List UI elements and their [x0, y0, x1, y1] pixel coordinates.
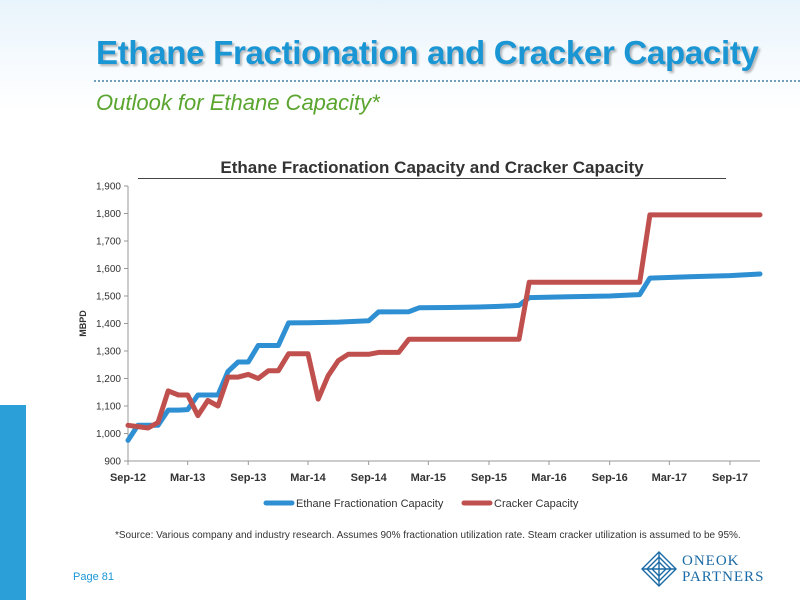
x-tick-label: Sep-17	[712, 472, 748, 484]
x-tick-label: Sep-16	[592, 472, 628, 484]
x-tick-label: Mar-17	[652, 472, 687, 484]
y-tick-label: 1,000	[96, 429, 121, 440]
logo-wordmark: ONEOK PARTNERS	[682, 553, 764, 585]
x-tick-label: Sep-13	[230, 472, 266, 484]
slide-subtitle: Outlook for Ethane Capacity*	[96, 90, 380, 115]
title-divider	[94, 80, 800, 82]
logo-line-2: PARTNERS	[682, 569, 765, 585]
chart-legend: Ethane Fractionation Capacity Cracker Cap…	[263, 498, 579, 510]
page-number: Page 81	[73, 571, 114, 583]
chart-title: Ethane Fractionation Capacity and Cracke…	[220, 158, 644, 177]
y-tick-label: 900	[104, 457, 121, 468]
y-axis-label: MBPD	[78, 310, 88, 337]
y-tick-label: 1,500	[96, 292, 121, 303]
y-tick-label: 1,900	[96, 182, 121, 193]
series-line-fractionation	[125, 271, 763, 443]
company-logo: ONEOK PARTNERS	[640, 550, 790, 590]
chart-axes: 900 1,000 1,100 1,200 1,300 1,400 1,500 1,600 1,…	[78, 182, 760, 484]
x-tick-label: Mar-13	[170, 472, 205, 484]
x-tick-label: Sep-15	[471, 472, 507, 484]
x-tick-label: Mar-15	[411, 472, 446, 484]
x-tick-label: Sep-12	[110, 472, 146, 484]
y-tick-label: 1,100	[96, 402, 121, 413]
logo-mark-icon	[641, 551, 677, 587]
y-tick-label: 1,400	[96, 319, 121, 330]
y-tick-label: 1,600	[96, 264, 121, 275]
slide-title: Ethane Fractionation and Cracker Capacit…	[96, 34, 759, 71]
chart-series	[125, 212, 763, 443]
series-line-cracker	[125, 212, 763, 431]
y-tick-label: 1,800	[96, 209, 121, 220]
x-tick-label: Sep-14	[351, 472, 388, 484]
x-tick-label: Mar-16	[531, 472, 566, 484]
header-background	[0, 0, 800, 112]
source-footnote: *Source: Various company and industry re…	[115, 530, 741, 541]
legend-label-fractionation: Ethane Fractionation Capacity	[296, 498, 444, 510]
y-tick-label: 1,300	[96, 347, 121, 358]
side-accent-bar	[0, 405, 26, 600]
legend-label-cracker: Cracker Capacity	[494, 498, 579, 510]
y-tick-label: 1,700	[96, 237, 121, 248]
x-tick-label: Mar-14	[290, 472, 326, 484]
chart-title-underline	[138, 178, 726, 179]
logo-line-1: ONEOK	[682, 553, 740, 569]
y-tick-label: 1,200	[96, 374, 121, 385]
